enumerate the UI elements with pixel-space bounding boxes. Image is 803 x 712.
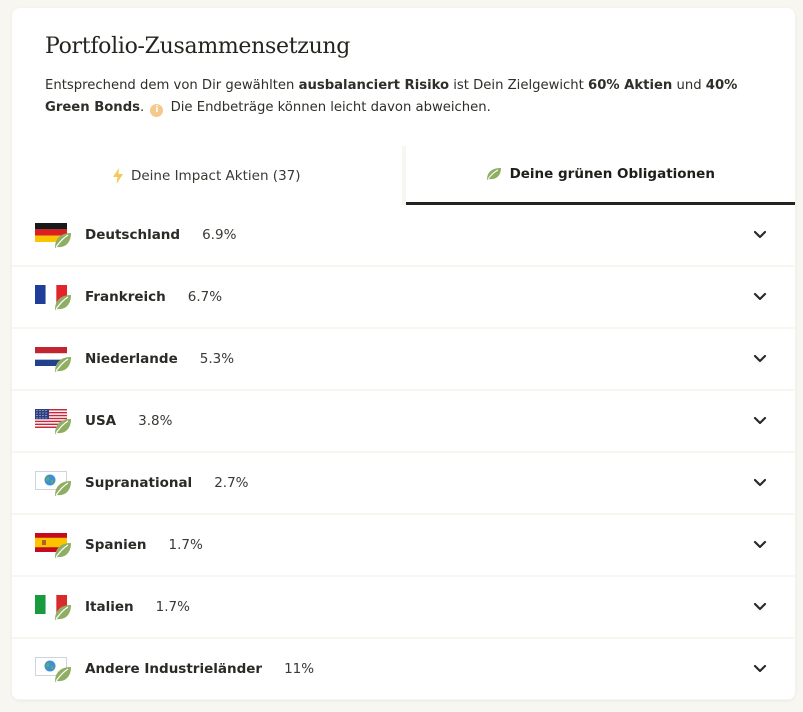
flag-badge xyxy=(35,654,71,684)
chevron-down-icon[interactable] xyxy=(753,416,767,426)
portfolio-description: Entsprechend dem von Dir gewählten ausba… xyxy=(45,75,762,119)
desc-text: . xyxy=(140,100,145,115)
country-row-usa[interactable]: USA 3.8% xyxy=(12,391,795,451)
country-row-frankreich[interactable]: Frankreich 6.7% xyxy=(12,267,795,327)
chevron-down-icon[interactable] xyxy=(753,478,767,488)
leaf-icon xyxy=(55,419,71,434)
chevron-down-icon[interactable] xyxy=(753,354,767,364)
flag-it-icon xyxy=(35,595,67,614)
globe-flag-icon xyxy=(35,471,67,490)
lightning-icon xyxy=(112,167,123,184)
disclaimer-text: Die Endbeträge können leicht davon abwei… xyxy=(170,100,491,115)
country-weight: 6.9% xyxy=(202,227,237,243)
tab-label: Deine Impact Aktien (37) xyxy=(130,167,301,184)
leaf-icon xyxy=(55,481,71,496)
country-list: Deutschland 6.9% Frankreich 6.7% Niederl… xyxy=(12,205,795,700)
page-title: Portfolio-Zusammensetzung xyxy=(45,34,351,59)
flag-badge xyxy=(35,220,71,250)
country-name: Deutschland xyxy=(85,227,181,243)
tab-label: Deine grünen Obligationen xyxy=(509,166,715,182)
country-name: Spanien xyxy=(85,537,147,553)
flag-badge xyxy=(35,282,71,312)
leaf-icon xyxy=(55,605,71,620)
chevron-down-icon[interactable] xyxy=(753,292,767,302)
country-row-supranational[interactable]: Supranational 2.7% xyxy=(12,453,795,513)
desc-text: Entsprechend dem von Dir gewählten xyxy=(45,78,299,93)
flag-de-icon xyxy=(35,223,67,242)
country-weight: 3.8% xyxy=(138,413,173,429)
country-weight: 5.3% xyxy=(199,351,235,367)
flag-badge xyxy=(35,592,71,622)
chevron-down-icon[interactable] xyxy=(753,540,767,550)
chevron-down-icon[interactable] xyxy=(753,602,767,612)
leaf-icon xyxy=(55,667,71,682)
tab-bar: Deine Impact Aktien (37) Deine grünen Ob… xyxy=(12,146,795,205)
risk-level: ausbalanciert Risiko xyxy=(298,78,450,93)
country-weight: 1.7% xyxy=(168,537,203,553)
flag-badge xyxy=(35,406,71,436)
country-name: Niederlande xyxy=(85,351,178,367)
flag-nl-icon xyxy=(35,347,67,366)
country-name: Frankreich xyxy=(85,289,166,305)
chevron-down-icon[interactable] xyxy=(753,664,767,674)
flag-fr-icon xyxy=(35,285,67,304)
country-weight: 6.7% xyxy=(187,289,223,305)
desc-text: ist Dein Zielgewicht xyxy=(449,78,589,93)
desc-text: und xyxy=(672,78,706,93)
flag-badge xyxy=(35,530,71,560)
country-row-andere-industriel-nder[interactable]: Andere Industrieländer 11% xyxy=(12,639,795,699)
country-name: USA xyxy=(85,413,117,429)
country-name: Italien xyxy=(85,599,134,615)
leaf-icon xyxy=(55,295,71,310)
tab-impact-stocks[interactable]: Deine Impact Aktien (37) xyxy=(12,146,402,205)
stocks-weight: 60% Aktien xyxy=(588,78,673,93)
chevron-down-icon[interactable] xyxy=(753,230,767,240)
portfolio-card: Portfolio-Zusammensetzung Entsprechend d… xyxy=(12,8,795,700)
country-weight: 11% xyxy=(284,661,315,677)
flag-badge xyxy=(35,468,71,498)
info-icon[interactable]: i xyxy=(150,104,164,117)
leaf-icon xyxy=(486,168,501,180)
leaf-icon xyxy=(55,233,71,248)
flag-badge xyxy=(35,344,71,374)
country-weight: 1.7% xyxy=(155,599,190,615)
country-row-niederlande[interactable]: Niederlande 5.3% xyxy=(12,329,795,389)
country-weight: 2.7% xyxy=(214,475,249,491)
country-row-italien[interactable]: Italien 1.7% xyxy=(12,577,795,637)
country-name: Andere Industrieländer xyxy=(85,661,263,677)
leaf-icon xyxy=(55,357,71,372)
tab-green-bonds[interactable]: Deine grünen Obligationen xyxy=(405,146,795,205)
country-row-deutschland[interactable]: Deutschland 6.9% xyxy=(12,205,795,265)
country-row-spanien[interactable]: Spanien 1.7% xyxy=(12,515,795,575)
leaf-icon xyxy=(55,543,71,558)
bonds-weight: 40% Green Bonds xyxy=(45,78,738,115)
country-name: Supranational xyxy=(85,475,193,491)
globe-flag-icon xyxy=(35,657,67,676)
portfolio-header: Portfolio-Zusammensetzung Entsprechend d… xyxy=(12,8,795,146)
